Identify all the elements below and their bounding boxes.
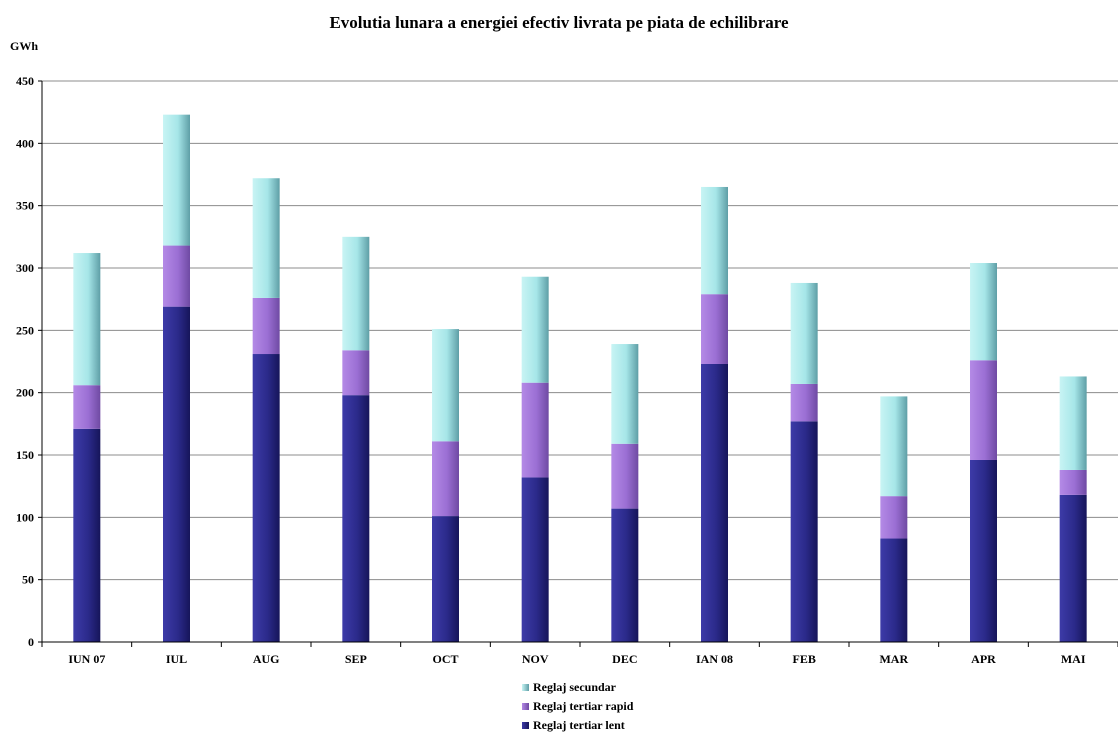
legend-item-reglaj-secundar: Reglaj secundar — [522, 678, 742, 697]
x-tick-label: IAN 08 — [696, 652, 733, 666]
x-tick-label: MAI — [1061, 652, 1086, 666]
bar-segment-reglaj-secundar — [521, 276, 549, 383]
bar-segment-reglaj-tertiar-lent — [880, 538, 908, 642]
legend-label: Reglaj secundar — [533, 680, 616, 694]
x-tick-label: NOV — [522, 652, 549, 666]
y-tick-label: 0 — [28, 635, 34, 649]
legend-item-reglaj-tertiar-rapid: Reglaj tertiar rapid — [522, 697, 742, 716]
bar-segment-reglaj-tertiar-rapid — [701, 294, 728, 364]
bar-segment-reglaj-secundar — [1059, 376, 1087, 470]
legend-label: Reglaj tertiar rapid — [533, 699, 634, 713]
legend: Reglaj secundar Reglaj tertiar rapid Reg… — [522, 678, 742, 735]
x-tick-label: FEB — [792, 652, 815, 666]
bar-segment-reglaj-tertiar-rapid — [73, 385, 101, 429]
y-tick-label: 150 — [16, 448, 34, 462]
x-tick-label: DEC — [612, 652, 637, 666]
bar-segment-reglaj-secundar — [970, 263, 997, 361]
y-tick-label: 100 — [16, 510, 34, 524]
bar-segment-reglaj-tertiar-lent — [701, 363, 728, 642]
bar-segment-reglaj-secundar — [611, 344, 639, 444]
bar-segment-reglaj-secundar — [432, 329, 459, 442]
bar-segment-reglaj-tertiar-rapid — [521, 382, 549, 478]
bar-segment-reglaj-tertiar-lent — [611, 508, 639, 642]
bar-segment-reglaj-secundar — [880, 396, 908, 497]
bar-segment-reglaj-secundar — [73, 253, 101, 386]
bar-segment-reglaj-tertiar-lent — [163, 306, 190, 642]
bar-segment-reglaj-tertiar-rapid — [252, 297, 280, 355]
bar-segment-reglaj-tertiar-rapid — [1059, 469, 1087, 495]
y-tick-label: 250 — [16, 323, 34, 337]
y-tick-label: 350 — [16, 199, 34, 213]
x-tick-label: OCT — [432, 652, 458, 666]
y-tick-label: 300 — [16, 261, 34, 275]
bar-segment-reglaj-tertiar-lent — [790, 421, 818, 642]
bar-segment-reglaj-tertiar-lent — [970, 459, 997, 642]
bar-segment-reglaj-tertiar-lent — [432, 516, 459, 642]
legend-swatch — [522, 703, 529, 710]
x-tick-label: IUL — [166, 652, 187, 666]
bar-segment-reglaj-secundar — [163, 114, 190, 246]
bar-segment-reglaj-tertiar-lent — [1059, 494, 1087, 642]
bar-segment-reglaj-secundar — [252, 178, 280, 298]
legend-item-reglaj-tertiar-lent: Reglaj tertiar lent — [522, 716, 742, 735]
bar-segment-reglaj-tertiar-rapid — [432, 441, 459, 517]
x-tick-label: SEP — [345, 652, 367, 666]
chart-title: Evolutia lunara a energiei efectiv livra… — [329, 13, 789, 32]
y-tick-label: 400 — [16, 136, 34, 150]
bar-segment-reglaj-tertiar-rapid — [790, 383, 818, 422]
x-tick-label: AUG — [253, 652, 280, 666]
legend-swatch — [522, 684, 529, 691]
y-axis-label: GWh — [10, 39, 38, 53]
y-tick-label: 450 — [16, 74, 34, 88]
x-tick-label: APR — [971, 652, 996, 666]
bar-segment-reglaj-tertiar-lent — [252, 354, 280, 642]
legend-swatch — [522, 722, 529, 729]
bar-segment-reglaj-tertiar-rapid — [970, 360, 997, 460]
bar-segment-reglaj-tertiar-lent — [342, 395, 370, 642]
bar-segment-reglaj-tertiar-lent — [73, 428, 101, 642]
bar-segment-reglaj-tertiar-lent — [521, 477, 549, 642]
y-tick-label: 200 — [16, 386, 34, 400]
bar-segment-reglaj-secundar — [342, 236, 370, 351]
x-tick-label: MAR — [879, 652, 908, 666]
bar-segment-reglaj-secundar — [790, 282, 818, 384]
y-tick-label: 50 — [22, 573, 34, 587]
bar-segment-reglaj-tertiar-rapid — [611, 443, 639, 509]
bar-segment-reglaj-secundar — [701, 186, 728, 295]
bar-segment-reglaj-tertiar-rapid — [342, 350, 370, 396]
bar-segment-reglaj-tertiar-rapid — [163, 245, 190, 307]
x-tick-label: IUN 07 — [68, 652, 105, 666]
legend-label: Reglaj tertiar lent — [533, 718, 625, 732]
bar-segment-reglaj-tertiar-rapid — [880, 496, 908, 539]
